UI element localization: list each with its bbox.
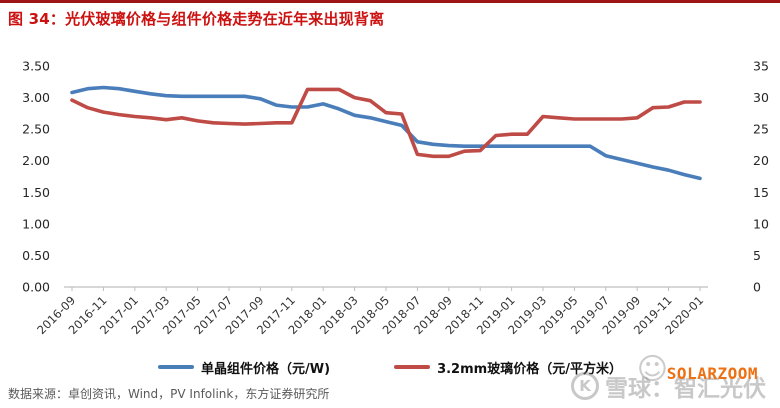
data-source-note: 数据来源：卓创资讯，Wind，PV Infolink，东方证券研究所 bbox=[8, 387, 330, 401]
y-axis-right: 35 30 25 20 15 10 5 0 bbox=[753, 59, 769, 295]
y-tick-label-left: 3.50 bbox=[22, 59, 50, 74]
legend-label-module: 单晶组件价格（元/W) bbox=[201, 361, 331, 377]
legend-item-glass: 3.2mm玻璃价格（元/平方米） bbox=[394, 358, 622, 377]
y-tick-label-right: 35 bbox=[753, 59, 769, 74]
y-tick-label-left: 3.00 bbox=[22, 90, 50, 105]
y-tick-label-left: 2.00 bbox=[22, 153, 50, 168]
y-tick-label-right: 10 bbox=[753, 216, 769, 231]
y-axis-left: 3.50 3.00 2.50 2.00 1.50 1.00 0.50 0.00 bbox=[22, 59, 50, 295]
y-tick-label-right: 15 bbox=[753, 185, 769, 200]
y-tick-label-left: 1.00 bbox=[22, 216, 50, 231]
y-tick-label-right: 20 bbox=[753, 153, 769, 168]
legend-label-glass: 3.2mm玻璃价格（元/平方米） bbox=[437, 361, 622, 377]
y-tick-label-left: 1.50 bbox=[22, 185, 50, 200]
y-tick-label-right: 25 bbox=[753, 122, 769, 137]
chart-legend: 单晶组件价格（元/W) 3.2mm玻璃价格（元/平方米） bbox=[0, 356, 780, 378]
y-tick-label-left: 0.50 bbox=[22, 248, 50, 263]
y-tick-label-right: 5 bbox=[753, 248, 761, 263]
module-price-line bbox=[70, 85, 702, 181]
x-axis: 2016-092016-112017-012017-032017-052017-… bbox=[34, 286, 708, 337]
figure-title: 图 34：光伏玻璃价格与组件价格走势在近年来出现背离 bbox=[8, 10, 385, 28]
glass-line-swatch-icon bbox=[394, 365, 431, 369]
y-tick-label-right: 30 bbox=[753, 90, 769, 105]
y-tick-label-right: 0 bbox=[753, 280, 761, 295]
top-accent-bar bbox=[0, 0, 780, 3]
y-tick-label-left: 0.00 bbox=[22, 280, 50, 295]
glass-price-line bbox=[70, 87, 702, 159]
module-line-swatch-icon bbox=[158, 365, 195, 369]
legend-item-module: 单晶组件价格（元/W) bbox=[158, 358, 330, 377]
y-tick-label-left: 2.50 bbox=[22, 122, 50, 137]
